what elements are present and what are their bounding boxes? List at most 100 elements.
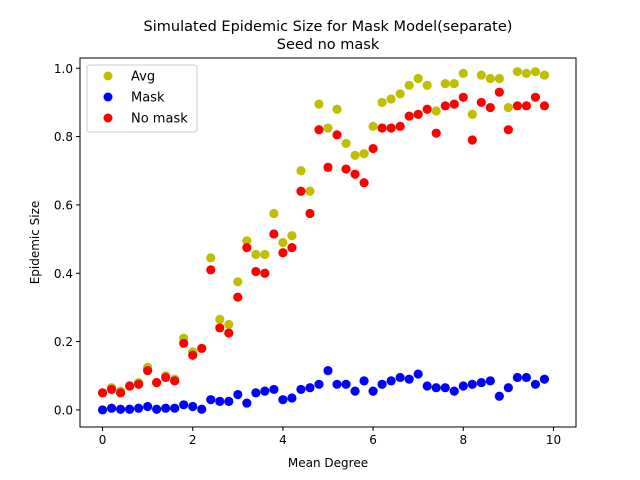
point-mask — [161, 403, 171, 413]
point-no-mask — [97, 388, 108, 398]
point-mask — [125, 404, 135, 414]
point-no-mask — [476, 97, 486, 108]
point-no-mask — [539, 101, 550, 111]
point-avg — [413, 73, 423, 84]
x-tick-label: 4 — [279, 433, 287, 447]
point-mask — [377, 379, 387, 389]
y-tick-label: 0.2 — [54, 335, 73, 349]
point-avg — [539, 70, 550, 80]
point-no-mask — [413, 109, 423, 119]
point-mask — [440, 383, 450, 393]
point-avg — [305, 186, 315, 196]
point-mask — [413, 369, 423, 379]
point-no-mask — [224, 328, 234, 338]
chart-title: Simulated Epidemic Size for Mask Model(s… — [144, 19, 513, 35]
point-no-mask — [170, 376, 180, 386]
point-mask — [197, 404, 207, 414]
legend-label-avg: Avg — [131, 70, 155, 85]
y-tick-label: 1.0 — [54, 62, 73, 76]
legend: Avg Mask No mask — [86, 64, 198, 133]
x-tick-label: 10 — [546, 433, 561, 447]
y-tick-label: 0.6 — [54, 198, 73, 212]
point-mask — [494, 391, 504, 401]
point-no-mask — [106, 384, 117, 395]
point-no-mask — [530, 92, 541, 102]
point-no-mask — [287, 243, 297, 253]
point-mask — [260, 386, 270, 396]
point-mask — [521, 372, 532, 383]
point-avg — [521, 68, 532, 78]
point-avg — [242, 236, 252, 246]
point-no-mask — [377, 123, 387, 133]
point-no-mask — [206, 265, 216, 275]
point-no-mask — [152, 377, 162, 388]
point-no-mask — [188, 350, 198, 360]
point-mask — [422, 381, 432, 391]
point-mask — [368, 386, 378, 396]
point-avg — [296, 166, 306, 176]
point-mask — [206, 395, 216, 405]
point-no-mask — [404, 111, 414, 121]
point-no-mask — [458, 92, 468, 102]
point-mask — [152, 404, 162, 414]
point-mask — [503, 383, 513, 393]
point-avg — [431, 106, 441, 116]
point-avg — [395, 89, 405, 99]
x-tick-label: 0 — [99, 433, 107, 447]
point-mask — [332, 379, 342, 389]
point-avg — [323, 123, 333, 133]
point-mask — [404, 374, 414, 384]
point-mask — [251, 388, 261, 398]
point-avg — [224, 319, 234, 330]
point-mask — [350, 386, 360, 396]
point-no-mask — [431, 128, 441, 138]
point-no-mask — [161, 372, 171, 383]
y-tick-label: 0.4 — [54, 267, 73, 281]
point-mask — [179, 400, 189, 410]
point-no-mask — [215, 323, 225, 333]
point-avg — [260, 249, 270, 260]
point-no-mask — [125, 381, 135, 391]
point-avg — [530, 67, 541, 77]
point-mask — [449, 386, 459, 396]
point-avg — [278, 237, 288, 248]
point-avg — [404, 80, 414, 90]
point-no-mask — [115, 388, 126, 398]
point-avg — [233, 277, 243, 287]
point-avg — [269, 208, 279, 219]
point-no-mask — [134, 379, 144, 389]
point-mask — [278, 395, 288, 405]
point-no-mask — [449, 99, 459, 109]
point-avg — [251, 249, 261, 260]
x-tick-label: 2 — [189, 433, 197, 447]
point-mask — [224, 396, 234, 406]
point-avg — [449, 79, 459, 89]
point-no-mask — [359, 178, 369, 188]
point-mask — [395, 372, 405, 383]
point-no-mask — [296, 186, 306, 196]
legend-box — [86, 64, 198, 133]
point-no-mask — [368, 143, 378, 154]
point-avg — [422, 80, 432, 90]
point-avg — [314, 99, 324, 109]
legend-marker-avg — [103, 71, 113, 81]
point-no-mask — [197, 343, 207, 354]
point-mask — [458, 381, 468, 391]
point-avg — [368, 121, 378, 131]
point-no-mask — [494, 87, 504, 97]
point-no-mask — [350, 169, 360, 179]
point-mask — [97, 405, 108, 415]
point-mask — [485, 376, 495, 386]
plot-frame — [79, 57, 577, 428]
point-avg — [287, 231, 297, 241]
point-avg — [332, 104, 342, 114]
point-mask — [476, 377, 486, 388]
point-no-mask — [278, 248, 288, 258]
data-points — [97, 67, 550, 415]
point-mask — [106, 403, 117, 413]
point-no-mask — [269, 229, 279, 239]
point-mask — [143, 401, 153, 412]
chart-subtitle: Seed no mask — [277, 37, 380, 53]
point-mask — [242, 398, 252, 408]
point-mask — [341, 379, 351, 389]
